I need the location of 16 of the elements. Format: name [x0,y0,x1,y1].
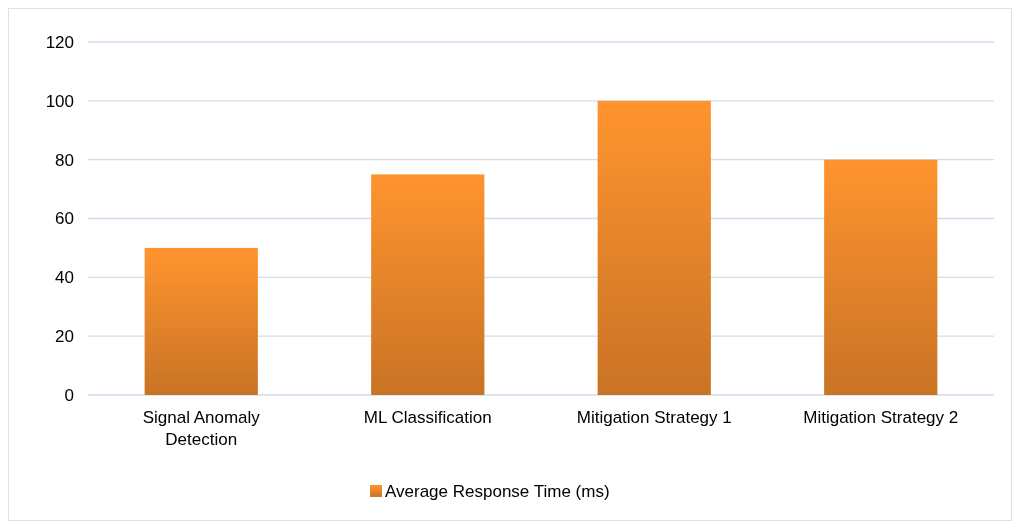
y-tick-label: 120 [45,32,74,52]
bar [824,159,938,395]
bar [371,174,485,395]
y-tick-label: 80 [55,150,74,170]
y-tick-label: 20 [55,327,74,347]
y-tick-label: 60 [55,209,74,229]
x-tick-label: Mitigation Strategy 1 [576,408,732,427]
y-tick-label: 0 [64,385,74,405]
bar [597,100,711,395]
legend-label: Average Response Time (ms) [385,481,610,501]
y-tick-label: 40 [55,268,74,288]
x-tick-label: Signal Anomaly Detection [142,408,261,449]
x-tick-label: ML Classification [363,408,492,427]
x-tick-label: Mitigation Strategy 2 [803,408,959,427]
y-tick-label: 100 [45,91,74,111]
bar [144,247,258,395]
